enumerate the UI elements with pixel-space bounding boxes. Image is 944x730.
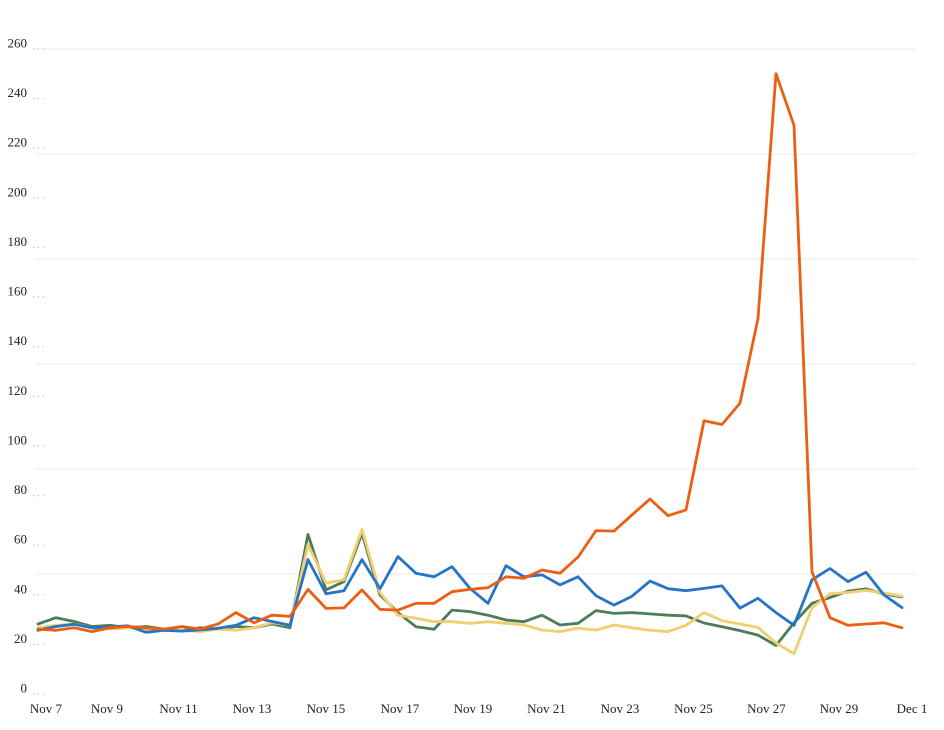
- x-axis-label: Nov 23: [601, 701, 640, 716]
- x-axis-label: Nov 7: [30, 701, 63, 716]
- y-axis-label: 260: [8, 36, 28, 51]
- y-axis-label: 100: [8, 432, 28, 447]
- y-axis-label: 240: [8, 85, 28, 100]
- x-axis-label: Nov 9: [91, 701, 123, 716]
- y-axis-label: 0: [21, 681, 28, 696]
- blue-series-line: [36, 555, 904, 634]
- y-axis-label: 160: [8, 284, 28, 299]
- y-axis-label: 60: [14, 532, 27, 547]
- x-axis-label: Nov 17: [381, 701, 420, 716]
- y-axis-label: 80: [14, 482, 27, 497]
- y-axis-label: 200: [8, 184, 28, 199]
- x-axis-label: Dec 1: [897, 701, 928, 716]
- y-axis-label: 20: [14, 631, 27, 646]
- x-axis-label: Nov 13: [233, 701, 272, 716]
- x-axis-label: Nov 27: [747, 701, 786, 716]
- y-axis-label: 180: [8, 234, 28, 249]
- x-axis-label: Nov 15: [307, 701, 346, 716]
- y-axis: 0 20 40 60 80 100 120 140 160 180 200 220 240 260: [8, 36, 44, 696]
- series-lines: [36, 72, 904, 656]
- orange-series-line: [36, 72, 904, 633]
- x-axis-label: Nov 11: [159, 701, 197, 716]
- yellow-series-line: [36, 527, 904, 656]
- x-axis-label: Nov 19: [454, 701, 493, 716]
- x-axis-label: Nov 25: [674, 701, 713, 716]
- x-axis-label: Nov 21: [527, 701, 566, 716]
- x-axis: Nov 7 Nov 9 Nov 11 Nov 13 Nov 15 Nov 17 Nov 19…: [30, 701, 927, 716]
- gridlines: [36, 48, 916, 575]
- y-axis-label: 140: [8, 333, 28, 348]
- y-axis-label: 220: [8, 135, 28, 150]
- x-axis-label: Nov 29: [820, 701, 859, 716]
- y-axis-label: 40: [14, 581, 27, 596]
- y-axis-label: 120: [8, 383, 28, 398]
